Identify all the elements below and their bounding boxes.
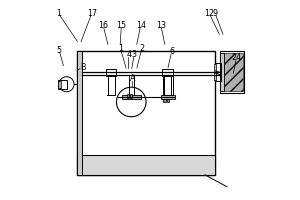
Text: 2: 2 xyxy=(139,44,144,53)
Bar xyxy=(220,53,224,91)
Bar xyxy=(164,99,166,102)
Text: 1: 1 xyxy=(56,9,61,18)
Text: 15: 15 xyxy=(116,21,127,30)
Bar xyxy=(224,53,243,91)
Text: 3: 3 xyxy=(132,50,137,59)
Text: 17: 17 xyxy=(87,9,97,18)
Bar xyxy=(122,95,141,99)
Bar xyxy=(58,80,67,89)
Text: 13: 13 xyxy=(156,21,166,30)
Text: 14: 14 xyxy=(136,21,146,30)
Bar xyxy=(77,155,215,175)
Text: 4: 4 xyxy=(126,50,131,59)
Bar xyxy=(77,51,82,175)
Text: 12: 12 xyxy=(204,9,214,18)
Bar xyxy=(162,69,173,76)
Bar xyxy=(215,63,220,81)
Bar xyxy=(127,94,129,98)
Bar xyxy=(214,64,216,80)
Text: A: A xyxy=(130,74,135,83)
Bar xyxy=(77,51,215,175)
Bar xyxy=(106,69,116,76)
Bar xyxy=(130,94,132,98)
Text: 5: 5 xyxy=(57,46,62,55)
Bar xyxy=(58,81,61,88)
Bar xyxy=(161,95,175,99)
Text: 1: 1 xyxy=(118,44,123,53)
Text: B: B xyxy=(80,63,85,72)
Text: 9: 9 xyxy=(212,9,217,18)
Text: 24: 24 xyxy=(231,53,242,62)
Bar xyxy=(167,99,169,102)
Bar xyxy=(220,51,244,93)
Text: 6: 6 xyxy=(169,47,174,56)
Text: 16: 16 xyxy=(98,21,108,30)
